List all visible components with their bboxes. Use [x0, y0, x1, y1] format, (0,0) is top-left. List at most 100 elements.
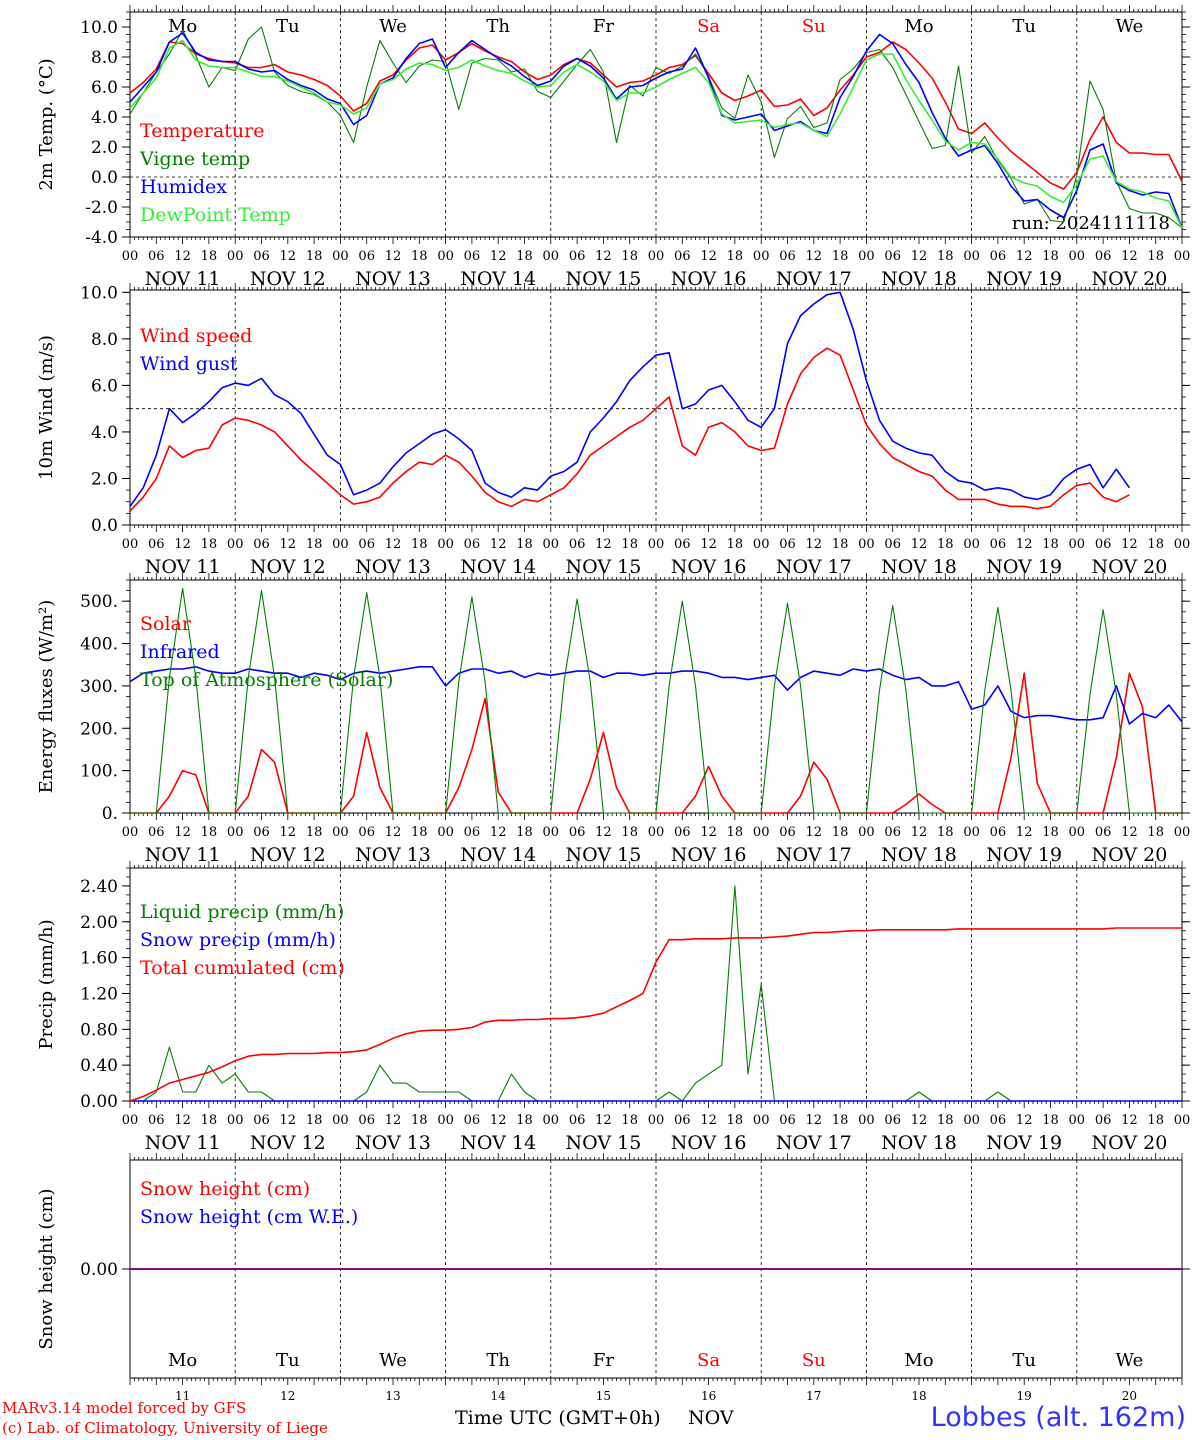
hour-label: 18 — [1042, 537, 1059, 552]
hour-label: 12 — [806, 825, 823, 840]
y-axis-label: 2m Temp. (°C) — [36, 58, 57, 190]
hour-label: 18 — [306, 249, 323, 264]
series-line — [129, 41, 1183, 190]
date-label: NOV 11 — [145, 268, 221, 290]
weekday-label: Tu — [276, 1350, 300, 1371]
y-tick-label: 2.00 — [80, 913, 118, 933]
hour-label: 00 — [227, 825, 244, 840]
hour-label: 18 — [832, 537, 849, 552]
hour-label: 06 — [884, 825, 901, 840]
hour-label: 06 — [779, 537, 796, 552]
hour-label: 00 — [543, 825, 560, 840]
hour-label: 00 — [858, 537, 875, 552]
hour-label: 00 — [858, 825, 875, 840]
hour-label: 00 — [437, 1113, 454, 1128]
y-tick-label: -4.0 — [85, 228, 118, 248]
series-line — [129, 291, 1131, 507]
hour-label: 00 — [332, 249, 349, 264]
hour-label: 12 — [490, 825, 507, 840]
weekday-label: Mo — [168, 1350, 197, 1371]
date-label: NOV 13 — [355, 1132, 431, 1154]
date-label: NOV 12 — [250, 844, 326, 866]
y-axis-label: 10m Wind (m/s) — [36, 335, 57, 480]
hour-label: 12 — [700, 825, 717, 840]
hour-label: 12 — [490, 249, 507, 264]
weekday-label: We — [1116, 1350, 1144, 1371]
y-tick-label: 2.0 — [91, 138, 118, 158]
hour-label: 12 — [490, 537, 507, 552]
hour-label: 06 — [1095, 825, 1112, 840]
hour-label: 00 — [753, 825, 770, 840]
hour-label: 00 — [753, 249, 770, 264]
y-tick-label: 10.0 — [80, 283, 118, 303]
weekday-label: Tu — [1012, 1350, 1036, 1371]
hour-label: 18 — [1147, 1113, 1164, 1128]
weekday-label: We — [1116, 16, 1144, 37]
hour-label: 18 — [727, 825, 744, 840]
date-label: NOV 12 — [250, 268, 326, 290]
hour-label: 12 — [1121, 249, 1138, 264]
weekday-label: We — [379, 1350, 407, 1371]
y-axis-label: Precip (mm/h) — [36, 919, 57, 1049]
day-number-label: 12 — [280, 1389, 295, 1400]
hour-label: 00 — [437, 249, 454, 264]
weekday-label: Tu — [276, 16, 300, 37]
hour-label: 18 — [306, 825, 323, 840]
hour-label: 00 — [437, 537, 454, 552]
hour-label: 00 — [858, 249, 875, 264]
date-label: NOV 19 — [986, 1132, 1062, 1154]
hour-label: 18 — [1042, 825, 1059, 840]
date-label: NOV 17 — [776, 1132, 852, 1154]
hour-label: 00 — [963, 825, 980, 840]
hour-label: 12 — [911, 1113, 928, 1128]
weekday-label: Sa — [697, 1350, 720, 1371]
hour-label: 00 — [1174, 249, 1191, 264]
hour-label: 18 — [516, 1113, 533, 1128]
hour-label: 06 — [148, 537, 165, 552]
date-label: NOV 14 — [460, 556, 536, 578]
y-tick-label: 0.00 — [80, 1260, 118, 1280]
hour-label: 00 — [1069, 825, 1086, 840]
hour-label: 06 — [358, 1113, 375, 1128]
hour-label: 06 — [358, 249, 375, 264]
hour-label: 06 — [990, 249, 1007, 264]
hour-label: 00 — [1069, 537, 1086, 552]
series-line — [130, 587, 1182, 814]
date-label: NOV 15 — [565, 844, 641, 866]
legend-entry: Snow precip (mm/h) — [140, 929, 336, 951]
date-label: NOV 18 — [881, 1132, 957, 1154]
y-tick-label: 0. — [102, 804, 118, 824]
date-label: NOV 14 — [460, 268, 536, 290]
hour-label: 12 — [700, 537, 717, 552]
hour-label: 18 — [411, 537, 428, 552]
date-label: NOV 18 — [881, 268, 957, 290]
y-tick-label: 2.0 — [91, 469, 118, 489]
hour-label: 06 — [674, 249, 691, 264]
y-tick-label: 1.20 — [80, 984, 118, 1004]
hour-label: 12 — [1121, 825, 1138, 840]
date-label: NOV 15 — [565, 556, 641, 578]
date-label: NOV 11 — [145, 1132, 221, 1154]
hour-label: 12 — [1016, 249, 1033, 264]
hour-label: 12 — [385, 1113, 402, 1128]
series-line — [129, 927, 1182, 1102]
hour-label: 12 — [595, 537, 612, 552]
hour-label: 18 — [937, 825, 954, 840]
hour-label: 18 — [1042, 1113, 1059, 1128]
hour-label: 00 — [963, 537, 980, 552]
model-credit: MARv3.14 model forced by GFS — [2, 1399, 247, 1417]
hour-label: 06 — [148, 1113, 165, 1128]
date-label: NOV 13 — [355, 268, 431, 290]
day-number-label: 17 — [806, 1389, 821, 1400]
date-label: NOV 12 — [250, 556, 326, 578]
date-label: NOV 12 — [250, 1132, 326, 1154]
hour-label: 00 — [543, 249, 560, 264]
hour-label: 06 — [884, 1113, 901, 1128]
hour-label: 00 — [753, 1113, 770, 1128]
date-label: NOV 14 — [460, 1132, 536, 1154]
hour-label: 00 — [122, 537, 139, 552]
hour-label: 18 — [727, 1113, 744, 1128]
hour-label: 00 — [437, 825, 454, 840]
hour-label: 06 — [464, 537, 481, 552]
meteogram-svg: 10.0 8.0 6.0 4.0 2.0 0.0 -2.0 -4.0 2m Temp. (°C)… — [36, 5, 1191, 1403]
